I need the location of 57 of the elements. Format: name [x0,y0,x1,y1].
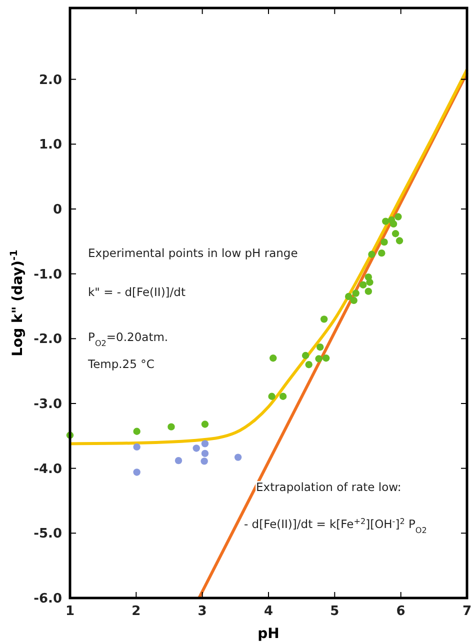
point [201,440,209,448]
point [350,296,358,304]
point [201,450,209,458]
annotation: Extrapolation of rate low: [256,480,402,494]
point [302,352,310,360]
y-tick-label: -5.0 [34,526,62,542]
point [344,292,352,300]
point [315,355,322,362]
x-tick-label: 7 [462,604,471,619]
annotation: k" = - d[Fe(II)]/dt [88,285,186,299]
annotation: Temp.25 °C [87,357,154,371]
point [390,220,398,228]
point [279,392,287,400]
y-tick-label: -2.0 [34,332,62,348]
point [268,392,276,400]
point [396,237,404,244]
annotation: P$_{O2}$=0.20atm. [88,330,168,348]
y-tick-label: -3.0 [34,397,62,412]
y-tick-label: 2.0 [38,72,62,88]
y-tick-label: -4.0 [34,462,62,477]
point [368,250,376,258]
point [168,423,175,430]
point [360,281,367,288]
point [270,354,277,362]
point [316,343,324,351]
point [320,316,328,323]
y-tick-label: -1.0 [34,267,62,282]
y-tick-label: -6.0 [34,592,62,607]
x-axis-title: pH [258,626,280,642]
point [382,218,390,225]
x-tick-label: 3 [198,604,207,619]
x-tick-label: 5 [330,604,340,619]
x-tick-label: 1 [65,604,75,619]
point [392,230,400,238]
x-tick-label: 2 [132,604,141,619]
point [133,428,140,435]
point [352,290,360,297]
annotation: - d[Fe(II)]/dt = k[Fe$^{+2}$][OH$^{-}$]$^{2}$ P$_{O2}$ [244,516,427,534]
point [192,444,200,452]
point [322,354,330,362]
point [174,456,182,464]
x-tick-label: 4 [264,604,274,619]
point [201,420,209,428]
point [200,458,208,465]
annotation: Experimental points in low pH range [88,246,298,260]
y-tick-label: 1.0 [38,138,62,153]
x-tick-label: 6 [396,604,406,619]
point [234,454,242,461]
point [378,249,386,257]
y-tick-label: 0 [52,202,62,218]
point [366,278,374,286]
point [394,213,402,220]
point [364,288,372,295]
point [133,468,140,476]
point [305,360,312,368]
point [380,238,388,246]
point [133,443,140,451]
